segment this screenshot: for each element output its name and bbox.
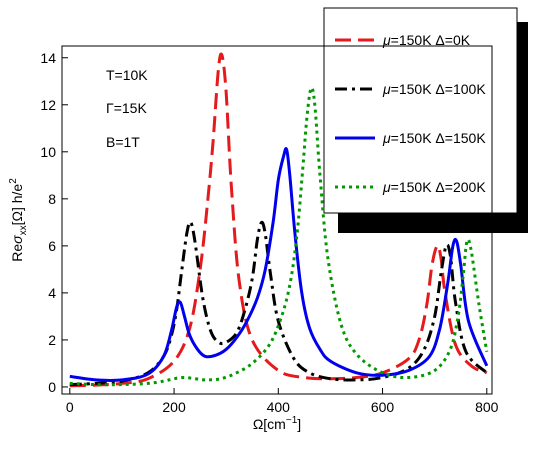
x-axis-label-sup: −1 — [286, 415, 298, 426]
legend-label-delta-0: μ=150K Δ=0K — [382, 32, 471, 48]
x-axis: 0 200 400 600 800 — [66, 388, 499, 415]
y-tick-label: 8 — [48, 191, 56, 207]
y-axis-label-sub: xx — [18, 225, 29, 235]
y-axis-label-sup: 2 — [8, 178, 19, 184]
legend: μ=150K Δ=0K μ=150K Δ=100K μ=150K Δ=150K μ=1… — [335, 32, 486, 195]
y-axis-label-sigma: σ — [9, 235, 25, 244]
y-tick-label: 4 — [48, 285, 56, 301]
x-axis-label-close: ] — [297, 416, 301, 432]
annotation-gamma: Γ=15K — [106, 100, 147, 116]
y-axis-label-pre: Re — [9, 244, 25, 262]
y-tick-label: 6 — [48, 238, 56, 254]
y-axis-label-mid: [Ω] h/e — [9, 184, 25, 226]
x-axis-label: Ω[cm−1] — [253, 415, 301, 432]
x-tick-label: 0 — [66, 399, 74, 415]
x-tick-label: 200 — [162, 399, 186, 415]
x-axis-label-base: Ω[cm — [253, 416, 286, 432]
y-axis-label: Reσxx[Ω] h/e2 — [8, 178, 29, 262]
annotation-field: B=1T — [106, 134, 140, 150]
annotation-temperature: T=10K — [106, 67, 148, 83]
legend-label-delta-150: μ=150K Δ=150K — [382, 130, 486, 146]
x-tick-label: 600 — [371, 399, 395, 415]
series-line-delta-0 — [69, 52, 488, 388]
series-layer — [69, 52, 489, 388]
legend-box — [323, 7, 518, 214]
legend-label-delta-100: μ=150K Δ=100K — [382, 81, 486, 97]
y-tick-label: 12 — [40, 97, 56, 113]
plot-frame — [61, 45, 493, 395]
legend-label-delta-200: μ=150K Δ=200K — [382, 179, 486, 195]
x-tick-label: 800 — [475, 399, 499, 415]
y-tick-label: 0 — [48, 379, 56, 395]
y-tick-label: 14 — [40, 50, 56, 66]
y-tick-label: 2 — [48, 332, 56, 348]
series-line-delta-150 — [69, 147, 489, 382]
y-tick-label: 10 — [40, 144, 56, 160]
x-tick-label: 400 — [267, 399, 291, 415]
y-axis: 0 2 4 6 8 10 12 14 — [40, 50, 68, 395]
